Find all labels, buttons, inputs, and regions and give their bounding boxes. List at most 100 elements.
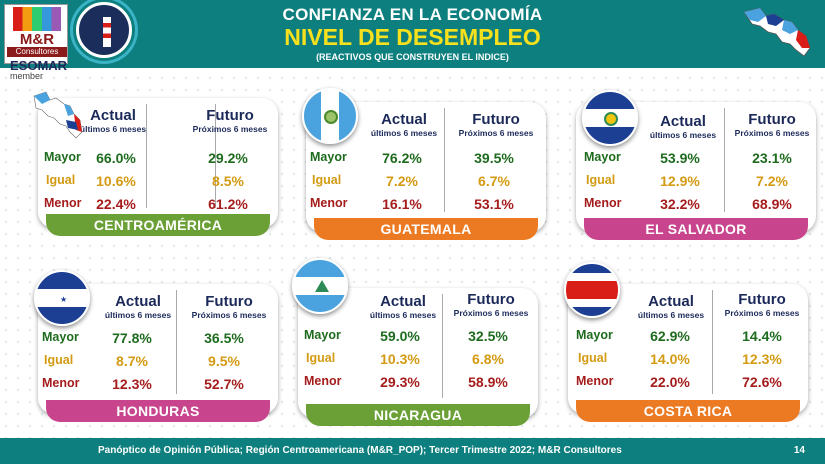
card-country-name: EL SALVADOR — [584, 218, 808, 240]
title-line-1: CONFIANZA EN LA ECONOMÍA — [282, 5, 543, 24]
guatemala-flag-icon — [302, 88, 358, 144]
futuro-label: Futuro — [472, 111, 520, 128]
futuro-header: Futuro Próximos 6 meses — [728, 111, 816, 139]
actual-menor-value: 32.2% — [660, 196, 700, 212]
divider — [176, 290, 177, 394]
futuro-mayor-value: 14.4% — [742, 328, 782, 344]
futuro-mayor-value: 36.5% — [204, 330, 244, 346]
page-number: 14 — [793, 445, 805, 456]
actual-sublabel: últimos 6 meses — [370, 128, 438, 138]
card-honduras: Actual últimos 6 meses Futuro Próximos 6… — [34, 270, 278, 434]
logo-subtext: Consultores — [7, 47, 67, 57]
divider-left — [146, 104, 147, 208]
esomar-member-text: member — [10, 71, 44, 81]
card-nicaragua: Actual últimos 6 meses Futuro Próximos 6… — [292, 258, 538, 438]
futuro-sublabel: Próximos 6 meses — [734, 128, 810, 138]
mr-logo: M&R Consultores — [4, 4, 68, 64]
actual-menor-value: 16.1% — [382, 196, 422, 212]
futuro-label: Futuro — [206, 107, 254, 124]
lighthouse-icon — [103, 17, 111, 47]
row-label-mayor: Mayor — [42, 330, 79, 344]
futuro-header: Futuro Próximos 6 meses — [448, 111, 544, 139]
actual-igual-value: 10.6% — [96, 173, 136, 189]
lighthouse-seal-icon — [76, 2, 132, 58]
actual-sublabel: últimos 6 meses — [637, 310, 705, 320]
futuro-menor-value: 58.9% — [468, 374, 508, 390]
card-centroamerica: Actual últimos 6 meses Futuro Próximos 6… — [33, 91, 278, 248]
futuro-igual-value: 9.5% — [208, 353, 240, 369]
card-country-name: COSTA RICA — [576, 400, 800, 422]
divider-right — [215, 104, 216, 208]
futuro-menor-value: 72.6% — [742, 374, 782, 390]
futuro-menor-value: 53.1% — [474, 196, 514, 212]
central-america-flag-map-icon — [33, 91, 83, 139]
actual-sublabel: últimos 6 meses — [79, 124, 147, 134]
card-guatemala: Actual últimos 6 meses Futuro Próximos 6… — [302, 88, 546, 252]
actual-igual-value: 12.9% — [660, 173, 700, 189]
actual-header: Actual últimos 6 meses — [364, 293, 442, 321]
actual-label: Actual — [115, 293, 161, 310]
futuro-menor-value: 68.9% — [752, 196, 792, 212]
futuro-sublabel: Próximos 6 meses — [458, 128, 534, 138]
futuro-sublabel: Próximos 6 meses — [191, 310, 267, 320]
card-el-salvador: Actual últimos 6 meses Futuro Próximos 6… — [576, 90, 816, 252]
actual-igual-value: 8.7% — [116, 353, 148, 369]
futuro-menor-value: 61.2% — [208, 196, 248, 212]
actual-menor-value: 12.3% — [112, 376, 152, 392]
actual-label: Actual — [648, 293, 694, 310]
futuro-igual-value: 7.2% — [756, 173, 788, 189]
actual-sublabel: últimos 6 meses — [369, 310, 437, 320]
futuro-mayor-value: 39.5% — [474, 150, 514, 166]
row-label-igual: Igual — [306, 351, 336, 365]
row-label-mayor: Mayor — [310, 150, 347, 164]
title-line-2: NIVEL DE DESEMPLEO — [284, 24, 541, 50]
el-salvador-flag-icon — [582, 90, 638, 146]
actual-sublabel: últimos 6 meses — [649, 130, 717, 140]
actual-header: Actual últimos 6 meses — [78, 108, 148, 135]
central-america-map-icon — [743, 7, 811, 57]
actual-label: Actual — [380, 293, 426, 310]
card-costa-rica: Actual últimos 6 meses Futuro Próximos 6… — [564, 262, 808, 434]
row-label-menor: Menor — [584, 196, 622, 210]
esomar-logo: ESOMAR — [10, 58, 68, 73]
card-body: Actual últimos 6 meses Futuro Próximos 6… — [38, 98, 278, 228]
card-country-name: GUATEMALA — [314, 218, 538, 240]
logo-chart-icon — [13, 7, 61, 31]
row-label-igual: Igual — [46, 173, 76, 187]
futuro-label: Futuro — [205, 293, 253, 310]
actual-header: Actual últimos 6 meses — [644, 114, 722, 141]
row-label-igual: Igual — [44, 353, 74, 367]
futuro-igual-value: 6.8% — [472, 351, 504, 367]
card-body: Actual últimos 6 meses Futuro Próximos 6… — [306, 102, 546, 232]
actual-header: Actual últimos 6 meses — [632, 293, 710, 321]
divider — [724, 108, 725, 212]
row-label-igual: Igual — [578, 351, 608, 365]
futuro-label: Futuro — [467, 291, 515, 308]
footer-bar: Panóptico de Opinión Pública; Región Cen… — [0, 438, 825, 464]
futuro-label: Futuro — [748, 111, 796, 128]
row-label-mayor: Mayor — [44, 150, 81, 164]
actual-mayor-value: 53.9% — [660, 150, 700, 166]
actual-menor-value: 29.3% — [380, 374, 420, 390]
actual-igual-value: 7.2% — [386, 173, 418, 189]
actual-mayor-value: 76.2% — [382, 150, 422, 166]
futuro-sublabel: Próximos 6 meses — [724, 308, 800, 318]
actual-igual-value: 14.0% — [650, 351, 690, 367]
costa-rica-flag-icon — [564, 262, 620, 318]
futuro-menor-value: 52.7% — [204, 376, 244, 392]
title-line-3: (REACTIVOS QUE CONSTRUYEN EL INDICE) — [316, 52, 509, 62]
actual-menor-value: 22.0% — [650, 374, 690, 390]
futuro-mayor-value: 32.5% — [468, 328, 508, 344]
honduras-flag-icon: ★ — [34, 270, 90, 326]
row-label-igual: Igual — [312, 173, 342, 187]
actual-menor-value: 22.4% — [96, 196, 136, 212]
futuro-header: Futuro Próximos 6 meses — [718, 292, 806, 319]
futuro-mayor-value: 29.2% — [208, 150, 248, 166]
futuro-igual-value: 12.3% — [742, 351, 782, 367]
row-label-menor: Menor — [310, 196, 348, 210]
divider — [444, 108, 445, 212]
row-label-mayor: Mayor — [576, 328, 613, 342]
row-label-mayor: Mayor — [584, 150, 621, 164]
futuro-sublabel: Próximos 6 meses — [453, 308, 529, 318]
actual-header: Actual últimos 6 meses — [100, 293, 176, 321]
